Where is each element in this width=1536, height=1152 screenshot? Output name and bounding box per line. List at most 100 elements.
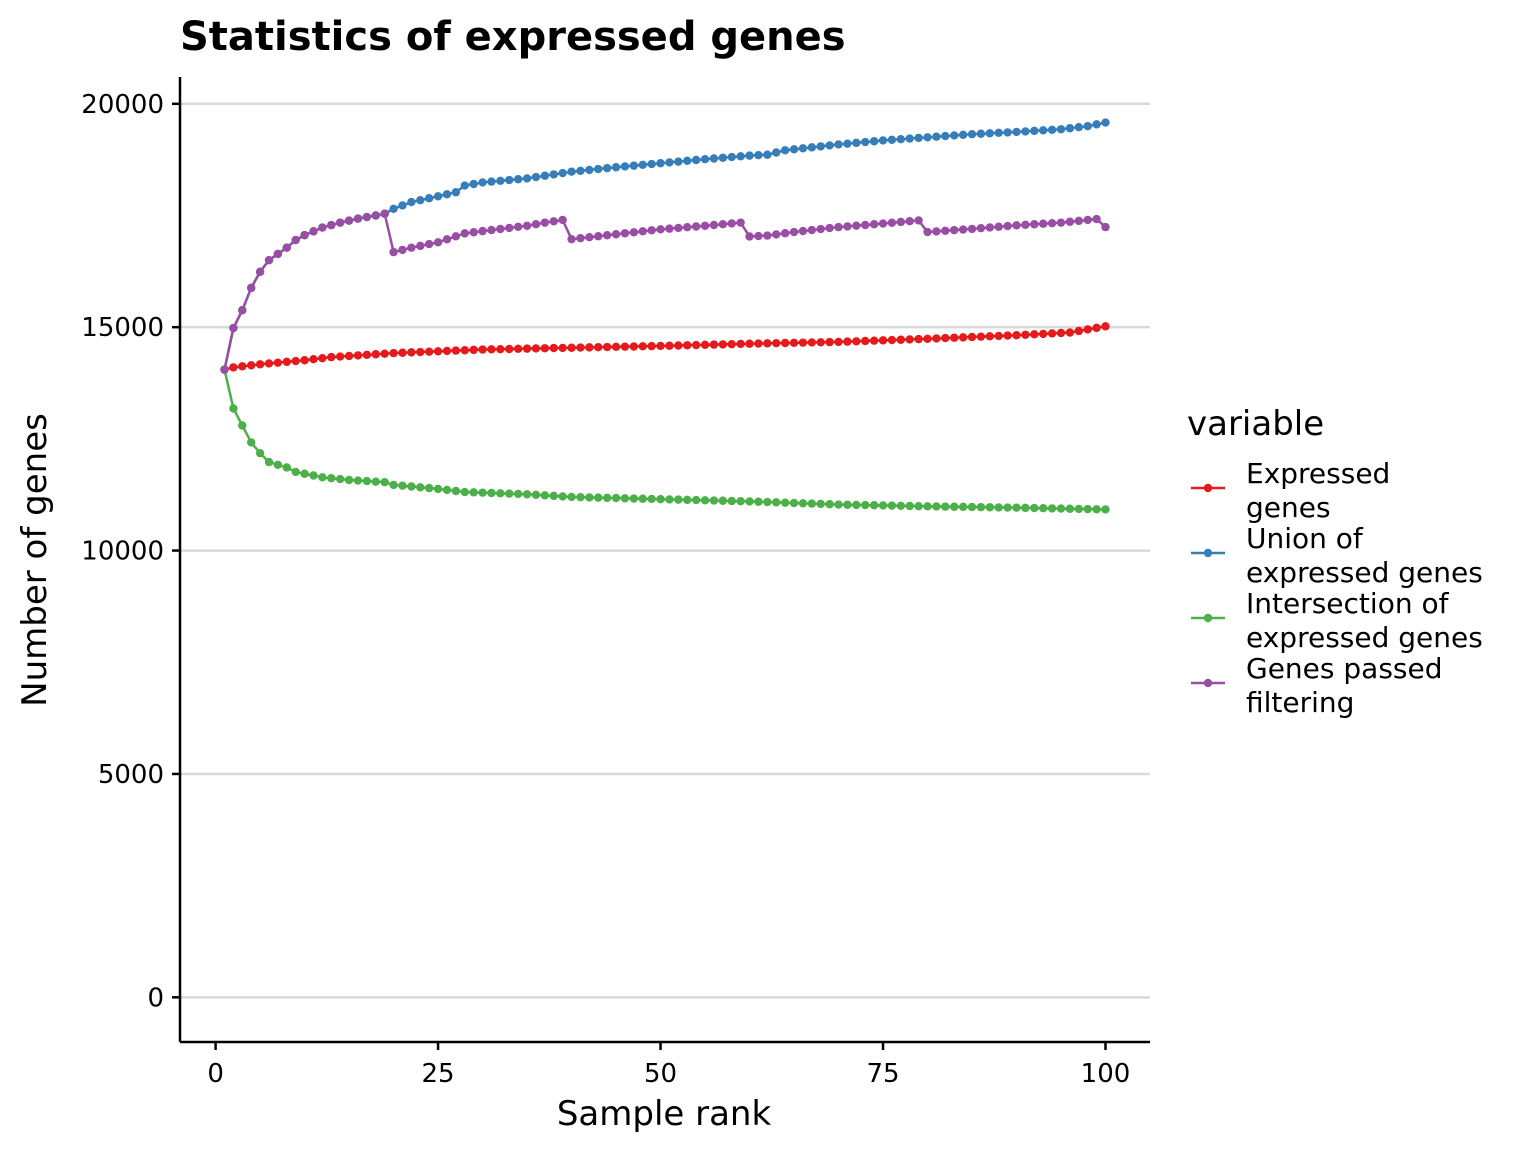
data-point-genes-passed-filtering-10 [300,230,309,240]
data-point-genes-passed-filtering-72 [852,221,861,230]
series-points [220,118,1110,514]
data-point-expressed-genes-23 [416,347,425,357]
data-point-union-of-expressed-genes-49 [647,159,656,169]
data-point-genes-passed-filtering-37 [540,218,550,227]
data-point-expressed-genes-20 [389,348,398,358]
data-point-union-of-expressed-genes-75 [878,136,888,145]
data-point-genes-passed-filtering-49 [647,226,656,235]
data-point-intersection-of-expressed-genes-33 [505,489,514,498]
data-point-genes-passed-filtering-95 [1056,218,1066,227]
data-point-genes-passed-filtering-24 [424,239,434,249]
data-point-expressed-genes-19 [380,349,389,358]
data-point-union-of-expressed-genes-77 [896,134,906,144]
data-point-intersection-of-expressed-genes-91 [1021,503,1030,513]
data-point-intersection-of-expressed-genes-51 [665,495,674,504]
data-point-expressed-genes-24 [424,347,434,356]
data-point-intersection-of-expressed-genes-76 [887,501,897,510]
data-point-intersection-of-expressed-genes-27 [451,486,461,496]
data-point-intersection-of-expressed-genes-96 [1065,504,1075,513]
series-line-expressed-genes [224,325,1106,371]
data-point-union-of-expressed-genes-33 [505,175,514,185]
data-point-expressed-genes-4 [246,361,256,370]
data-point-expressed-genes-35 [522,344,532,353]
data-point-intersection-of-expressed-genes-63 [772,498,781,507]
data-point-expressed-genes-53 [683,341,692,350]
data-point-genes-passed-filtering-96 [1065,217,1075,226]
data-point-genes-passed-filtering-81 [932,227,941,236]
data-point-expressed-genes-70 [834,337,843,347]
legend-label-line: expressed genes [1246,621,1483,654]
data-point-genes-passed-filtering-56 [709,220,719,230]
data-point-expressed-genes-90 [1012,331,1021,340]
data-point-genes-passed-filtering-20 [389,247,398,257]
data-point-union-of-expressed-genes-80 [923,133,932,142]
data-point-expressed-genes-65 [789,338,799,348]
legend-label-line: expressed genes [1246,556,1483,589]
data-point-expressed-genes-50 [656,341,665,351]
data-point-genes-passed-filtering-25 [433,238,443,247]
data-point-intersection-of-expressed-genes-100 [1101,505,1110,514]
data-point-intersection-of-expressed-genes-88 [994,503,1003,512]
data-point-genes-passed-filtering-70 [834,222,843,232]
data-point-genes-passed-filtering-43 [594,232,603,241]
data-point-union-of-expressed-genes-44 [602,163,612,173]
data-point-expressed-genes-67 [807,338,817,347]
data-point-union-of-expressed-genes-23 [416,195,425,205]
legend-label-line: Expressed [1246,457,1390,490]
data-point-expressed-genes-45 [611,342,621,352]
data-point-expressed-genes-3 [238,362,247,371]
data-point-expressed-genes-97 [1074,326,1084,336]
data-point-intersection-of-expressed-genes-93 [1039,504,1048,513]
data-point-intersection-of-expressed-genes-71 [843,500,852,509]
data-point-genes-passed-filtering-44 [602,231,612,240]
data-point-expressed-genes-82 [941,333,950,343]
data-point-union-of-expressed-genes-83 [950,131,959,140]
data-point-union-of-expressed-genes-24 [424,194,434,203]
data-point-expressed-genes-100 [1101,322,1110,331]
data-point-expressed-genes-31 [487,345,496,354]
data-point-genes-passed-filtering-45 [611,230,621,239]
data-point-union-of-expressed-genes-51 [665,158,674,167]
data-point-genes-passed-filtering-21 [398,245,407,255]
data-point-union-of-expressed-genes-38 [549,170,558,179]
data-point-intersection-of-expressed-genes-18 [371,477,380,486]
data-point-genes-passed-filtering-23 [416,241,425,251]
data-point-union-of-expressed-genes-42 [585,165,594,175]
data-point-expressed-genes-44 [602,342,612,352]
data-point-expressed-genes-88 [994,331,1003,341]
data-point-expressed-genes-72 [852,337,861,346]
legend-label-line: Intersection of [1246,587,1450,620]
data-point-union-of-expressed-genes-71 [843,139,852,148]
data-point-genes-passed-filtering-32 [496,224,505,234]
data-point-genes-passed-filtering-83 [950,225,959,235]
data-point-expressed-genes-54 [691,340,701,350]
data-point-union-of-expressed-genes-99 [1092,120,1101,129]
data-point-genes-passed-filtering-50 [656,225,665,234]
data-point-intersection-of-expressed-genes-5 [255,448,265,458]
data-point-intersection-of-expressed-genes-26 [442,485,452,495]
data-point-expressed-genes-55 [700,340,710,350]
data-point-genes-passed-filtering-62 [763,231,772,240]
x-tick-label-100: 100 [1081,1059,1131,1089]
x-tick-label-25: 25 [422,1059,455,1089]
data-point-expressed-genes-11 [309,355,318,364]
data-point-intersection-of-expressed-genes-22 [407,482,416,491]
data-point-union-of-expressed-genes-93 [1039,126,1048,135]
data-point-union-of-expressed-genes-20 [389,204,398,213]
y-tick-label-15000: 15000 [81,313,164,343]
data-point-intersection-of-expressed-genes-58 [727,496,736,506]
data-point-intersection-of-expressed-genes-53 [683,495,692,505]
data-point-expressed-genes-13 [327,352,336,362]
data-point-intersection-of-expressed-genes-80 [923,502,932,511]
data-point-genes-passed-filtering-71 [843,222,852,231]
data-point-union-of-expressed-genes-100 [1101,118,1110,127]
data-point-expressed-genes-84 [958,333,968,342]
chart-title: Statistics of expressed genes [180,14,846,60]
data-point-genes-passed-filtering-84 [958,225,968,234]
data-point-union-of-expressed-genes-63 [772,148,781,157]
data-point-intersection-of-expressed-genes-54 [691,495,701,505]
data-point-genes-passed-filtering-63 [772,230,781,239]
data-point-intersection-of-expressed-genes-12 [318,473,327,482]
data-point-genes-passed-filtering-40 [567,234,576,244]
